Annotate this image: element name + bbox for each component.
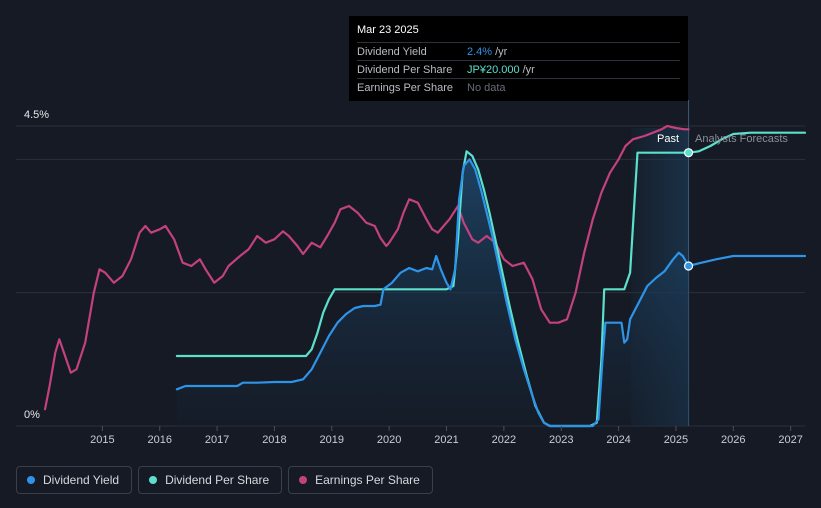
tooltip-date: Mar 23 2025	[357, 24, 419, 36]
x-tick-label: 2024	[606, 434, 630, 446]
chart-legend: Dividend Yield Dividend Per Share Earnin…	[16, 466, 433, 494]
x-tick-label: 2023	[549, 434, 573, 446]
legend-dot-icon	[299, 476, 308, 484]
legend-dot-icon	[27, 476, 35, 484]
x-tick-label: 2027	[778, 434, 802, 446]
tooltip-row-unit: /yr	[495, 45, 508, 58]
x-tick-label: 2025	[664, 434, 688, 446]
x-tick-label: 2017	[205, 434, 229, 446]
tooltip-row-value: 2.4%	[467, 45, 493, 58]
tooltip-row-label: Dividend Yield	[357, 45, 427, 58]
x-tick-label: 2020	[377, 434, 401, 446]
tooltip-row-dividend-yield: Dividend Yield 2.4% /yr	[357, 42, 680, 60]
x-tick-label: 2019	[320, 434, 344, 446]
x-tick-label: 2015	[90, 434, 114, 446]
yield-line	[175, 158, 807, 428]
legend-dividend-per-share[interactable]: Dividend Per Share	[138, 466, 283, 494]
x-tick-label: 2021	[434, 434, 458, 446]
x-tick-label: 2016	[147, 434, 171, 446]
x-tick-label: 2022	[492, 434, 516, 446]
yield-marker	[683, 261, 694, 271]
tooltip-row-value: No data	[467, 81, 506, 94]
legend-dot-icon	[149, 476, 158, 484]
legend-label: Dividend Per Share	[165, 473, 270, 487]
dps-marker	[683, 148, 694, 158]
tooltip-row-dividend-per-share: Dividend Per Share JP¥20.000 /yr	[357, 60, 680, 78]
legend-label: Earnings Per Share	[315, 473, 420, 487]
dividend-yield-area	[176, 159, 689, 427]
legend-earnings-per-share[interactable]: Earnings Per Share	[288, 466, 433, 494]
dps-line	[175, 131, 807, 428]
y-tick-label: 4.5%	[24, 109, 49, 121]
past-label: Past	[657, 133, 679, 145]
eps-line	[43, 124, 690, 411]
legend-label: Dividend Yield	[43, 473, 120, 487]
tooltip-row-earnings-per-share: Earnings Per Share No data	[357, 78, 680, 96]
tooltip-row-label: Dividend Per Share	[357, 63, 453, 76]
forecast-label: Analysts Forecasts	[695, 133, 788, 145]
tooltip-row-unit: /yr	[522, 63, 535, 76]
tooltip-row-label: Earnings Per Share	[357, 81, 453, 94]
chart-tooltip: Mar 23 2025 Dividend Yield 2.4% /yr Divi…	[349, 16, 688, 101]
y-tick-label: 0%	[24, 409, 40, 421]
x-tick-label: 2026	[721, 434, 745, 446]
legend-dividend-yield[interactable]: Dividend Yield	[16, 466, 133, 494]
x-tick-label: 2018	[262, 434, 286, 446]
tooltip-row-value: JP¥20.000	[467, 63, 520, 76]
